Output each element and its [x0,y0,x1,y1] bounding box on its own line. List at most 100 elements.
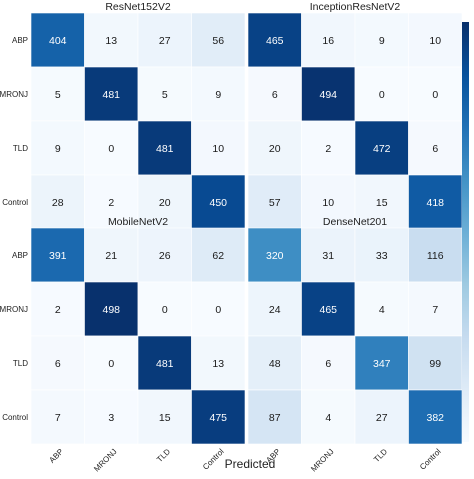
cell-value: 465 [266,35,284,47]
cell-value: 31 [322,250,334,262]
cell-value: 481 [156,143,174,155]
cell-value: 5 [55,89,61,101]
cell-value: 87 [269,412,281,424]
heatmap-cell [247,120,302,176]
column-label: MRONJ [309,447,335,473]
colorbar [462,22,469,442]
cell-value: 4 [379,304,385,316]
cell-value: 27 [376,412,388,424]
heatmap-cell [191,174,246,230]
heatmap-cell [354,174,409,230]
cell-value: 481 [102,89,120,101]
panel-title: DenseNet201 [323,216,387,228]
cell-value: 404 [49,35,67,47]
cell-value: 0 [432,89,438,101]
cell-value: 99 [429,358,441,370]
heatmap-cell [137,281,192,337]
heatmap-cell [191,12,246,68]
cell-value: 472 [373,143,391,155]
heatmap-cell [354,335,409,391]
cell-value: 6 [325,358,331,370]
column-label: MRONJ [92,447,118,473]
cell-value: 5 [162,89,168,101]
cell-value: 13 [212,358,224,370]
heatmap-cell [137,174,192,230]
heatmap-cell [30,281,85,337]
heatmap-cell [84,389,139,445]
cell-value: 6 [272,89,278,101]
cell-value: 16 [322,35,334,47]
cell-value: 6 [432,143,438,155]
row-label: ABP [12,251,28,260]
heatmap-cell [301,66,356,122]
cell-value: 0 [108,358,114,370]
x-axis-label: Predicted [225,457,276,471]
cell-value: 2 [108,197,114,209]
heatmap-cell [354,227,409,283]
cell-value: 10 [322,197,334,209]
cell-value: 20 [159,197,171,209]
row-label: TLD [13,359,28,368]
cell-value: 475 [209,412,227,424]
cell-value: 418 [426,197,444,209]
heatmap-cell [408,12,463,68]
heatmap-cell [84,12,139,68]
heatmap-cell [137,335,192,391]
cell-value: 391 [49,250,67,262]
row-label: MRONJ [0,90,28,99]
heatmap-cell [191,335,246,391]
heatmap-cell [408,281,463,337]
cell-value: 2 [325,143,331,155]
column-label: Control [418,447,443,472]
cell-value: 0 [108,143,114,155]
heatmap-cell [247,389,302,445]
cell-value: 7 [55,412,61,424]
cell-value: 10 [212,143,224,155]
heatmap-cell [30,66,85,122]
cell-value: 28 [52,197,64,209]
cell-value: 10 [429,35,441,47]
cell-value: 15 [376,197,388,209]
heatmap-cell [301,12,356,68]
cell-value: 116 [427,250,444,262]
heatmap-cell [84,120,139,176]
cell-value: 347 [373,358,391,370]
row-label: TLD [13,144,28,153]
heatmap-cell [84,174,139,230]
panel-title: ResNet152V2 [105,1,171,13]
cell-value: 9 [379,35,385,47]
cell-value: 24 [269,304,281,316]
cell-value: 7 [432,304,438,316]
cell-value: 4 [325,412,331,424]
column-label: Control [201,447,226,472]
cell-value: 0 [162,304,168,316]
cell-value: 498 [102,304,120,316]
cell-value: 33 [376,250,388,262]
heatmap-cell [247,281,302,337]
cell-value: 465 [319,304,337,316]
heatmap-cell [191,281,246,337]
cell-value: 320 [266,250,284,262]
heatmap-cell [30,389,85,445]
row-label: MRONJ [0,305,28,314]
cell-value: 6 [55,358,61,370]
heatmap-cell [137,389,192,445]
heatmap-cell [354,120,409,176]
column-label: TLD [372,447,389,464]
row-label: Control [2,198,28,207]
heatmap-cell [137,227,192,283]
heatmap-cell [301,281,356,337]
heatmap-cell [191,227,246,283]
heatmap-cell [247,335,302,391]
cell-value: 450 [209,197,227,209]
heatmap-cell [247,174,302,230]
cell-value: 2 [55,304,61,316]
cell-value: 9 [55,143,61,155]
panel-title: MobileNetV2 [108,216,168,228]
heatmap-cell [408,389,463,445]
cell-value: 21 [105,250,117,262]
cell-value: 3 [108,412,114,424]
panel-title: InceptionResNetV2 [310,1,401,13]
